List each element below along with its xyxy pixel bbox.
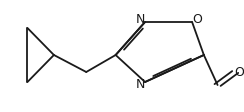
Text: O: O [192, 13, 202, 26]
Text: N: N [136, 13, 145, 26]
Text: O: O [234, 66, 244, 79]
Text: N: N [136, 78, 145, 91]
